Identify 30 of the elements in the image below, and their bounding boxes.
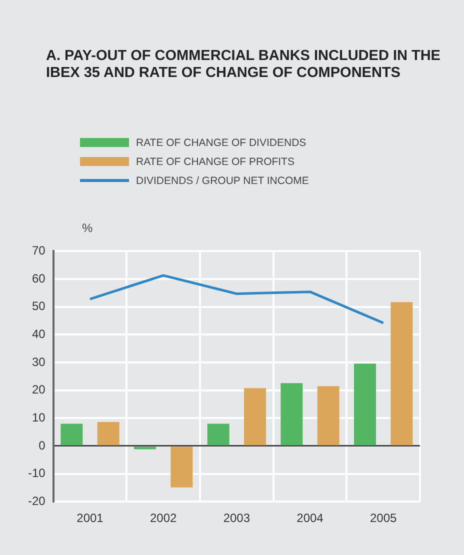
y-tick-label: 70 — [32, 244, 46, 258]
x-tick-label: 2003 — [223, 511, 250, 526]
legend-label: DIVIDENDS / GROUP NET INCOME — [136, 174, 309, 186]
y-axis-title: % — [82, 221, 93, 235]
bar — [207, 424, 230, 446]
y-tick-label: 10 — [32, 410, 46, 424]
bar — [354, 364, 376, 446]
x-tick-label: 2004 — [296, 511, 324, 526]
bar — [390, 302, 413, 446]
bar — [97, 422, 120, 446]
y-tick-label: -20 — [28, 494, 46, 508]
chart-title: A. PAY-OUT OF COMMERCIAL BANKS INCLUDED IN THE IBEX 35 AND RATE OF CHANGE OF COMPONENTS — [46, 48, 442, 82]
bar — [244, 388, 266, 446]
y-tick-label: 0 — [38, 438, 46, 452]
bar — [170, 446, 193, 488]
y-tick-label: -10 — [28, 466, 46, 480]
legend-label: RATE OF CHANGE OF DIVIDENDS — [136, 136, 306, 148]
bar — [134, 446, 156, 450]
y-tick-label: 50 — [32, 299, 46, 314]
x-tick-label: 2001 — [76, 511, 104, 526]
y-tick-label: 60 — [32, 271, 46, 286]
bar — [280, 383, 303, 446]
y-tick-label: 30 — [32, 354, 46, 369]
legend-label: RATE OF CHANGE OF PROFITS — [136, 156, 294, 168]
x-tick-label: 2005 — [370, 511, 398, 526]
x-tick-label: 2002 — [150, 511, 178, 526]
bar — [317, 386, 340, 446]
bar — [60, 424, 83, 446]
y-tick-label: 20 — [32, 382, 46, 397]
y-tick-label: 40 — [32, 326, 46, 341]
